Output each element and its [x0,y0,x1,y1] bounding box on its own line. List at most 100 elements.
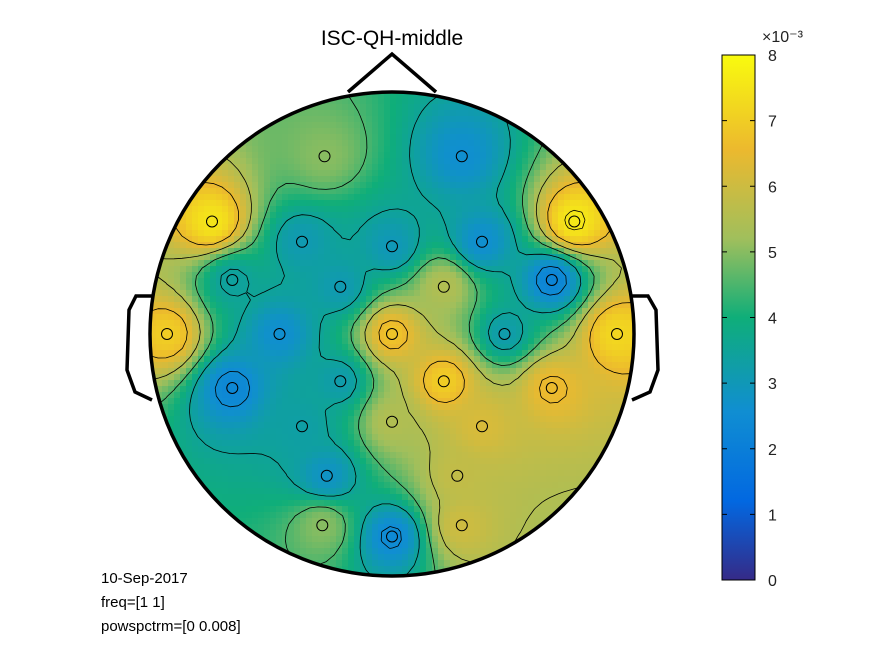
heatmap-cell [408,230,415,237]
heatmap-cell [474,404,481,411]
heatmap-cell [198,488,205,495]
heatmap-cell [522,494,529,501]
heatmap-cell [468,428,475,435]
heatmap-cell [174,362,181,369]
heatmap-cell [180,362,187,369]
heatmap-cell [270,260,277,267]
heatmap-cell [564,194,571,201]
heatmap-cell [210,398,217,405]
heatmap-cell [474,452,481,459]
heatmap-cell [318,122,325,129]
heatmap-cell [558,218,565,225]
heatmap-cell [216,464,223,471]
heatmap-cell [354,248,361,255]
heatmap-cell [258,206,265,213]
heatmap-cell [390,314,397,321]
heatmap-cell [162,290,169,297]
heatmap-cell [252,134,259,141]
heatmap-cell [498,128,505,135]
heatmap-cell [414,314,421,321]
heatmap-cell [204,380,211,387]
heatmap-cell [198,350,205,357]
heatmap-cell [312,416,319,423]
heatmap-cell [384,350,391,357]
heatmap-cell [462,440,469,447]
heatmap-cell [552,434,559,441]
heatmap-cell [372,374,379,381]
heatmap-cell [600,308,607,315]
heatmap-cell [504,332,511,339]
heatmap-cell [600,272,607,279]
heatmap-cell [576,374,583,381]
heatmap-cell [240,182,247,189]
heatmap-cell [378,398,385,405]
heatmap-cell [456,284,463,291]
heatmap-cell [210,242,217,249]
heatmap-cell [318,152,325,159]
heatmap-cell [204,230,211,237]
heatmap-cell [564,488,571,495]
heatmap-cell [390,338,397,345]
heatmap-cell [348,404,355,411]
heatmap-cell [348,266,355,273]
heatmap-cell [414,326,421,333]
heatmap-cell [558,296,565,303]
heatmap-cell [360,194,367,201]
heatmap-cell [492,320,499,327]
heatmap-cell [408,128,415,135]
heatmap-cell [234,188,241,195]
heatmap-cell [468,272,475,279]
heatmap-cell [192,350,199,357]
heatmap-cell [432,260,439,267]
heatmap-cell [462,362,469,369]
heatmap-cell [168,332,175,339]
heatmap-cell [312,434,319,441]
heatmap-cell [306,152,313,159]
heatmap-cell [582,290,589,297]
heatmap-cell [252,158,259,165]
heatmap-cell [420,500,427,507]
heatmap-cell [456,128,463,135]
heatmap-cell [540,428,547,435]
heatmap-cell [420,200,427,207]
heatmap-cell [306,158,313,165]
heatmap-cell [468,368,475,375]
heatmap-cell [522,320,529,327]
heatmap-cell [516,416,523,423]
heatmap-cell [216,428,223,435]
heatmap-cell [372,206,379,213]
heatmap-cell [294,374,301,381]
heatmap-cell [576,338,583,345]
heatmap-cell [282,266,289,273]
heatmap-cell [270,356,277,363]
heatmap-cell [348,152,355,159]
heatmap-cell [336,344,343,351]
heatmap-cell [384,110,391,117]
heatmap-cell [510,218,517,225]
heatmap-cell [180,368,187,375]
heatmap-cell [474,188,481,195]
heatmap-cell [492,254,499,261]
heatmap-cell [318,236,325,243]
heatmap-cell [270,146,277,153]
heatmap-cell [390,260,397,267]
heatmap-cell [312,356,319,363]
heatmap-cell [288,398,295,405]
heatmap-cell [516,500,523,507]
heatmap-cell [438,452,445,459]
heatmap-cell [186,242,193,249]
heatmap-cell [318,422,325,429]
heatmap-cell [558,422,565,429]
heatmap-cell [276,158,283,165]
heatmap-cell [174,242,181,249]
heatmap-cell [624,362,631,369]
heatmap-cell [540,338,547,345]
heatmap-cell [492,164,499,171]
heatmap-cell [258,350,265,357]
heatmap-cell [516,308,523,315]
heatmap-cell [318,314,325,321]
heatmap-cell [408,146,415,153]
heatmap-cell [486,176,493,183]
heatmap-cell [396,350,403,357]
heatmap-cell [270,200,277,207]
